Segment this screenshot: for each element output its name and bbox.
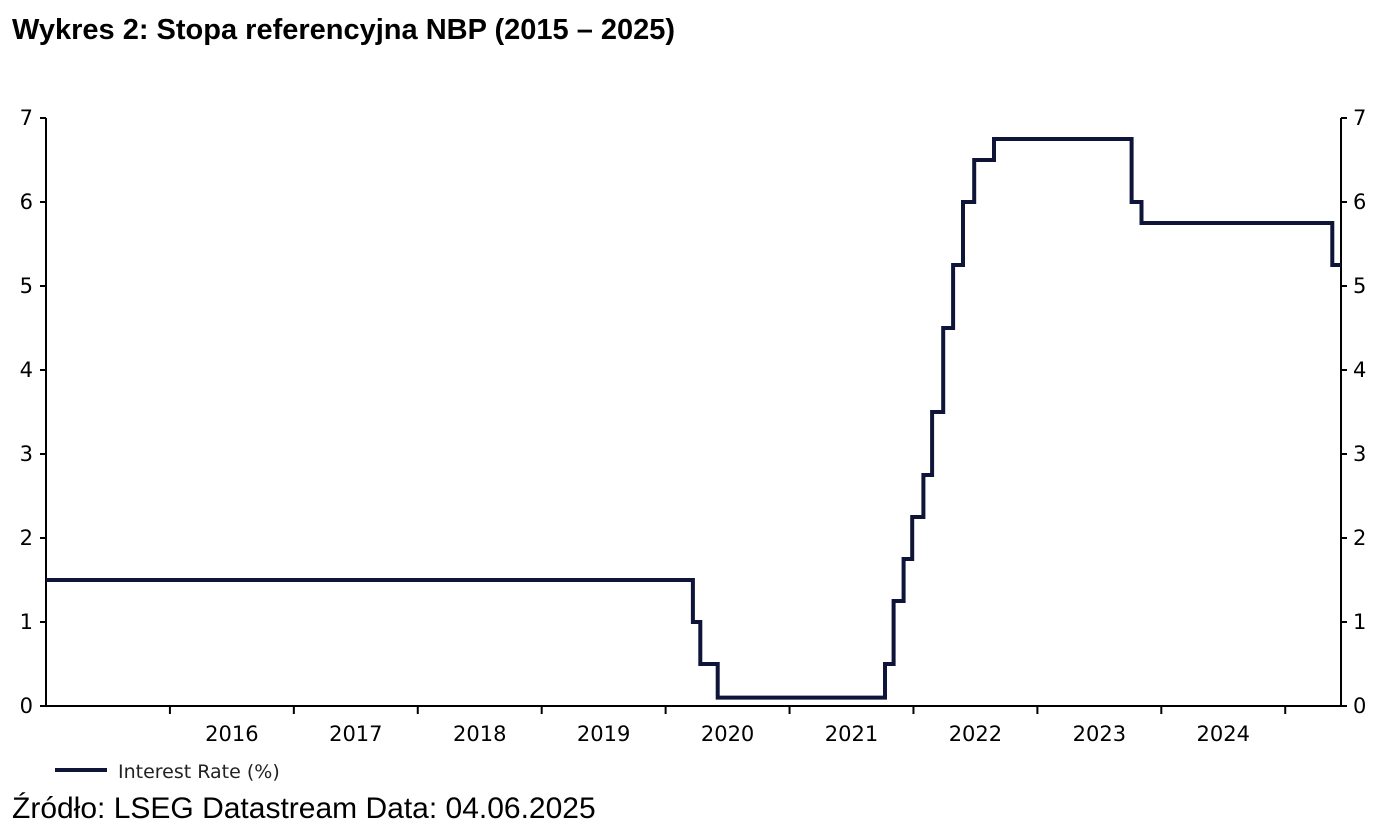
x-tick-label: 2022 xyxy=(949,722,1002,746)
y-tick-label-left: 0 xyxy=(20,694,33,718)
chart-title: Wykres 2: Stopa referencyjna NBP (2015 –… xyxy=(12,14,676,46)
y-tick-label-right: 4 xyxy=(1353,358,1366,382)
line-chart: 0 0 1 1 2 2 3 3 4 4 5 5 6 6 7 7 2016 2017 2018 2019 2020 2021… xyxy=(20,106,1367,783)
x-tick-label: 2024 xyxy=(1197,722,1250,746)
y-tick-label-left: 5 xyxy=(20,274,33,298)
y-tick-label-left: 7 xyxy=(20,106,33,130)
y-tick-label-left: 3 xyxy=(20,442,33,466)
y-tick-label-left: 4 xyxy=(20,358,33,382)
y-tick-label-right: 2 xyxy=(1353,526,1366,550)
y-tick-label-right: 3 xyxy=(1353,442,1366,466)
source-note: Źródło: LSEG Datastream Data: 04.06.2025 xyxy=(12,792,596,825)
x-tick-label: 2019 xyxy=(577,722,630,746)
y-tick-label-right: 7 xyxy=(1353,106,1366,130)
chart-axes xyxy=(45,118,1342,707)
chart-legend: Interest Rate (%) xyxy=(55,761,280,783)
x-tick-label: 2021 xyxy=(825,722,878,746)
y-tick-label-left: 2 xyxy=(20,526,33,550)
series-line xyxy=(46,137,1341,700)
y-tick-label-left: 6 xyxy=(20,190,33,214)
x-tick-label: 2016 xyxy=(205,722,258,746)
y-tick-label-right: 0 xyxy=(1353,694,1366,718)
x-tick-label: 2020 xyxy=(701,722,754,746)
y-tick-label-right: 5 xyxy=(1353,274,1366,298)
legend-label: Interest Rate (%) xyxy=(118,761,280,783)
chart-series xyxy=(46,137,1341,700)
x-tick-label: 2017 xyxy=(329,722,382,746)
y-tick-label-right: 1 xyxy=(1353,610,1366,634)
y-tick-label-left: 1 xyxy=(20,610,33,634)
chart-ticks: 0 0 1 1 2 2 3 3 4 4 5 5 6 6 7 7 2016 2017 2018 2019 2020 2021… xyxy=(20,106,1367,746)
y-tick-label-right: 6 xyxy=(1353,190,1366,214)
x-tick-label: 2018 xyxy=(453,722,506,746)
x-tick-label: 2023 xyxy=(1073,722,1126,746)
